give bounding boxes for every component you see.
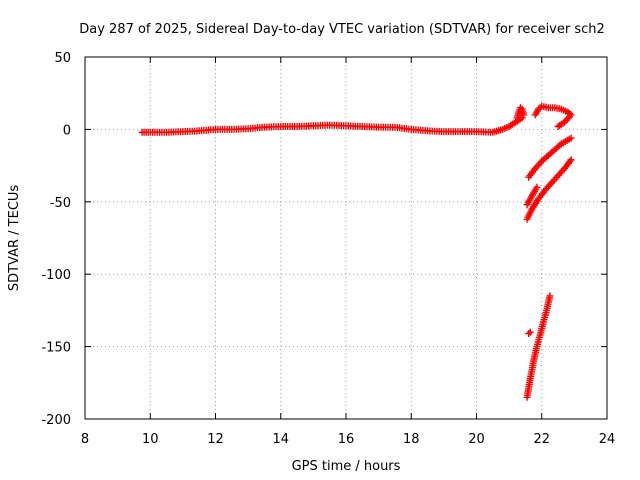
y-tick-label: 50 (54, 51, 71, 66)
tick-labels-layer: 8 10 12 14 16 18 20 22 24 50 0 -50 -100 -150 -200 (41, 51, 615, 447)
x-axis-label: GPS time / hours (292, 459, 401, 474)
data-layer (138, 102, 575, 401)
x-tick-label: 12 (207, 432, 224, 447)
grid-layer (85, 57, 607, 419)
data-point (567, 156, 575, 164)
data-point (520, 111, 528, 119)
series-deep-track (523, 292, 554, 401)
x-tick-label: 20 (468, 432, 485, 447)
data-point (546, 292, 554, 300)
series-main-track (138, 114, 526, 136)
y-tick-label: -100 (41, 268, 71, 283)
y-tick-label: -200 (41, 413, 71, 428)
series-diag-lower-branch (523, 183, 541, 209)
data-point (567, 134, 575, 142)
y-tick-label: 0 (63, 123, 71, 138)
ticks-layer (84, 56, 608, 420)
x-tick-label: 14 (272, 432, 289, 447)
x-tick-label: 22 (533, 432, 550, 447)
y-axis-label: SDTVAR / TECUs (7, 185, 22, 292)
x-tick-label: 24 (599, 432, 616, 447)
y-tick-label: -50 (50, 196, 71, 211)
data-point (556, 141, 564, 149)
data-point (526, 328, 534, 336)
x-tick-label: 8 (81, 432, 89, 447)
data-point (556, 121, 564, 129)
data-point (533, 183, 541, 191)
data-point (525, 330, 533, 338)
x-tick-label: 18 (403, 432, 420, 447)
series-late-top-arc (531, 102, 575, 130)
series-late-upper (513, 104, 528, 122)
data-point (554, 123, 562, 130)
series-diag-lower (523, 156, 575, 223)
series-deep-isolated (525, 328, 534, 338)
y-tick-label: -150 (41, 341, 71, 356)
series-diag-upper (525, 134, 575, 181)
x-tick-label: 10 (142, 432, 159, 447)
x-tick-label: 16 (338, 432, 355, 447)
chart-title: Day 287 of 2025, Sidereal Day-to-day VTE… (79, 22, 605, 37)
